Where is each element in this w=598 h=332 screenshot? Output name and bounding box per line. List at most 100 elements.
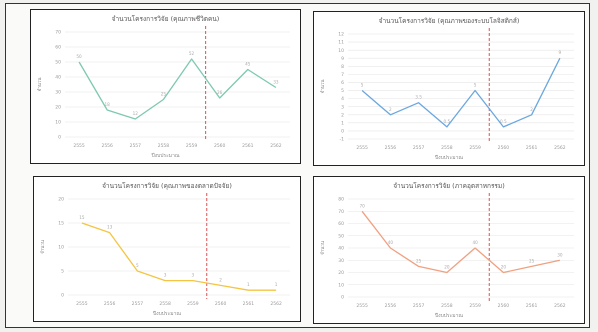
data-label: 20 bbox=[501, 265, 507, 270]
y-tick-label: 30 bbox=[55, 90, 61, 96]
y-tick-label: 0 bbox=[341, 295, 344, 301]
x-tick-label: 2558 bbox=[159, 301, 171, 307]
y-tick-label: 3 bbox=[341, 104, 344, 110]
x-tick-label: 2562 bbox=[554, 303, 566, 309]
data-label: 20 bbox=[444, 265, 450, 270]
chart-panel-2: จำนวนโครงการวิจัย (คุณภาพของระบบโลจิสติก… bbox=[313, 11, 585, 166]
y-tick-label: 50 bbox=[55, 60, 61, 66]
x-tick-label: 2560 bbox=[215, 301, 227, 307]
x-tick-label: 2559 bbox=[187, 301, 199, 307]
y-tick-label: 60 bbox=[55, 45, 61, 51]
data-label: 15 bbox=[79, 215, 85, 220]
data-label: 1 bbox=[247, 282, 250, 287]
data-label: 2 bbox=[219, 277, 222, 282]
series-line bbox=[78, 58, 277, 120]
chart-panel-4: จำนวนโครงการวิจัย (ภาคอุตสาหกรรม) 0 10 20 3… bbox=[313, 176, 585, 324]
y-tick-label: 20 bbox=[55, 105, 61, 111]
x-tick-label: 2555 bbox=[73, 143, 85, 149]
y-tick-label: 12 bbox=[338, 32, 344, 38]
series-line bbox=[361, 210, 561, 274]
y-tick-label: 10 bbox=[338, 282, 344, 288]
data-label: 25 bbox=[529, 258, 535, 263]
data-label: 2 bbox=[530, 107, 533, 112]
x-tick-label: 2557 bbox=[413, 145, 425, 151]
y-tick-label: 1 bbox=[341, 120, 344, 126]
y-tick-label: 60 bbox=[338, 221, 344, 227]
x-tick-label: 2561 bbox=[526, 303, 538, 309]
x-tick-label: 2561 bbox=[243, 301, 255, 307]
data-label: 30 bbox=[557, 252, 563, 257]
data-label: 0.5 bbox=[444, 119, 451, 124]
x-tick-label: 2557 bbox=[130, 143, 142, 149]
y-tick-label: 10 bbox=[55, 120, 61, 126]
data-label: 12 bbox=[133, 111, 139, 116]
y-tick-label: 0 bbox=[61, 293, 64, 299]
y-tick-label: 70 bbox=[55, 30, 61, 36]
data-label: 9 bbox=[559, 50, 562, 55]
x-tick-label: 2555 bbox=[76, 301, 88, 307]
y-tick-label: 2 bbox=[341, 112, 344, 118]
y-tick-label: 20 bbox=[338, 270, 344, 276]
y-tick-label: 30 bbox=[338, 258, 344, 264]
y-tick-label: 20 bbox=[58, 197, 64, 203]
y-tick-label: 4 bbox=[341, 96, 344, 102]
data-label: 45 bbox=[245, 62, 251, 67]
x-axis-title: ปีงบประมาณ bbox=[434, 155, 464, 161]
x-tick-label: 2562 bbox=[270, 143, 282, 149]
y-tick-label: 15 bbox=[58, 221, 64, 227]
x-tick-label: 2560 bbox=[214, 143, 226, 149]
y-tick-label: 7 bbox=[341, 72, 344, 78]
x-tick-label: 2556 bbox=[385, 303, 397, 309]
y-axis-title: จำนวน bbox=[39, 240, 46, 254]
x-tick-label: 2555 bbox=[356, 145, 368, 151]
y-tick-label: 6 bbox=[341, 80, 344, 86]
chart-title: จำนวนโครงการวิจัย (คุณภาพชีวิตคน) bbox=[111, 15, 220, 23]
x-tick-label: 2558 bbox=[441, 303, 453, 309]
y-tick-label: 40 bbox=[55, 75, 61, 81]
series-line bbox=[81, 222, 277, 291]
x-tick-label: 2559 bbox=[469, 303, 481, 309]
y-tick-label: 9 bbox=[341, 56, 344, 62]
x-tick-label: 2559 bbox=[469, 145, 481, 151]
x-tick-label: 2558 bbox=[158, 143, 170, 149]
data-label: 40 bbox=[472, 240, 478, 245]
data-label: 1 bbox=[275, 282, 278, 287]
data-label: 3 bbox=[164, 273, 167, 278]
data-label: 0.5 bbox=[500, 119, 507, 124]
y-tick-label: 70 bbox=[338, 209, 344, 215]
chart-panel-3: จำนวนโครงการวิจัย (คุณภาพของตลาดปัจจัย) … bbox=[33, 176, 301, 322]
y-tick-label: 5 bbox=[61, 269, 64, 275]
y-tick-label: 0 bbox=[58, 135, 61, 141]
series-line bbox=[361, 57, 561, 128]
x-axis-title: ปีงบประมาณ bbox=[152, 311, 182, 317]
x-tick-label: 2557 bbox=[132, 301, 144, 307]
x-tick-label: 2562 bbox=[270, 301, 282, 307]
x-axis-title: ปีงบประมาณ bbox=[151, 153, 180, 159]
data-label: 5 bbox=[136, 263, 139, 268]
data-label: 40 bbox=[388, 240, 394, 245]
data-label: 26 bbox=[217, 90, 223, 95]
y-axis-title: จำนวน bbox=[319, 80, 326, 94]
chart-title: จำนวนโครงการวิจัย (ภาคอุตสาหกรรม) bbox=[393, 182, 505, 190]
x-tick-label: 2556 bbox=[104, 301, 116, 307]
x-tick-label: 2555 bbox=[356, 303, 368, 309]
y-tick-label: 50 bbox=[338, 233, 344, 239]
y-tick-label: -1 bbox=[340, 137, 345, 143]
data-label: 25 bbox=[161, 92, 167, 97]
chart-title: จำนวนโครงการวิจัย (คุณภาพของตลาดปัจจัย) bbox=[102, 182, 232, 190]
y-tick-label: 5 bbox=[341, 88, 344, 94]
chart-title: จำนวนโครงการวิจัย (คุณภาพของระบบโลจิสติก… bbox=[378, 17, 520, 25]
chart-panel-1: จำนวนโครงการวิจัย (คุณภาพชีวิตคน) 0 10 20 3… bbox=[30, 9, 301, 164]
x-tick-label: 2562 bbox=[554, 145, 566, 151]
figure-frame: จำนวนโครงการวิจัย (คุณภาพชีวิตคน) 0 10 20 3… bbox=[5, 3, 590, 328]
chart-svg: 0 10 20 30 40 50 60 70 80 จำนวน 2555 2556 2557 2558 25… bbox=[319, 193, 574, 309]
x-axis-title: ปีงบประมาณ bbox=[434, 313, 464, 319]
data-label: 13 bbox=[107, 225, 113, 230]
data-label: 52 bbox=[189, 51, 195, 56]
data-label: 25 bbox=[416, 258, 422, 263]
y-tick-label: 10 bbox=[338, 48, 344, 54]
y-tick-label: 0 bbox=[341, 129, 344, 135]
x-tick-label: 2559 bbox=[186, 143, 198, 149]
x-tick-label: 2561 bbox=[242, 143, 254, 149]
